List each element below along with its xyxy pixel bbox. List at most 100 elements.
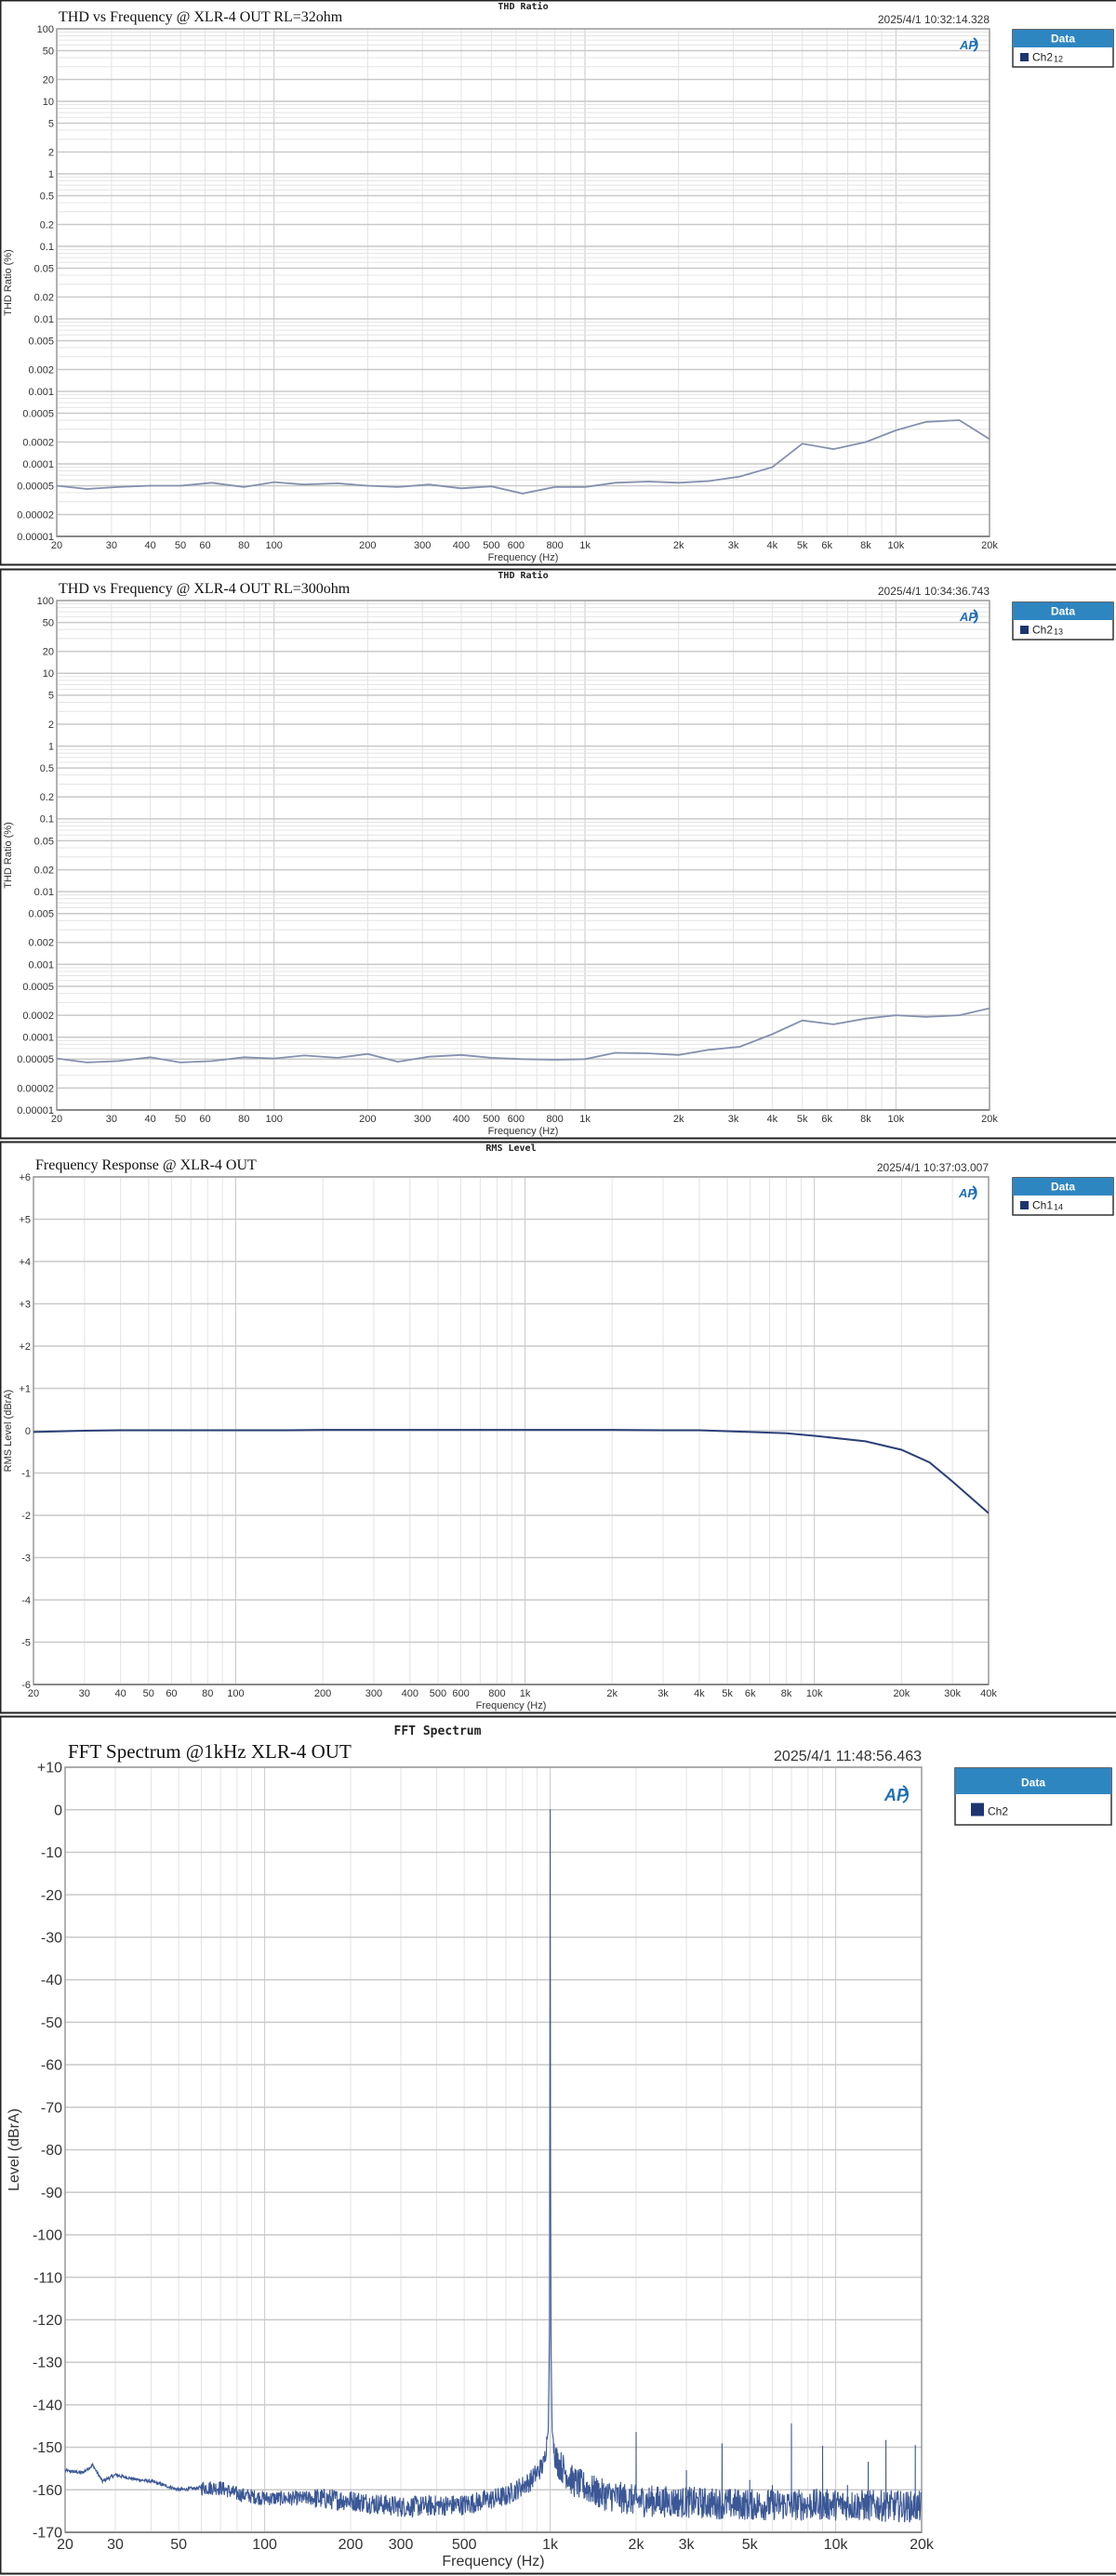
- y-tick-label: 0: [54, 1803, 62, 1818]
- harmonic-peak: [821, 2446, 824, 2448]
- legend-title: Data: [1021, 1777, 1045, 1790]
- ap-logo-text: AP: [959, 38, 976, 52]
- y-tick-label: 50: [43, 617, 54, 628]
- legend-entry: Ch2: [1032, 51, 1053, 64]
- y-axis-label: THD Ratio (%): [3, 822, 14, 889]
- y-tick-label: -3: [21, 1552, 31, 1564]
- harmonic-peak: [749, 2479, 751, 2481]
- x-tick-label: 1k: [579, 1114, 591, 1125]
- chart-frame: [0, 1141, 1116, 1714]
- x-tick-label: 100: [227, 1688, 244, 1699]
- x-tick-label: 500: [452, 2537, 477, 2553]
- y-tick-label: 0.00001: [17, 532, 54, 543]
- x-tick-label: 400: [402, 1688, 418, 1699]
- x-axis-label: Frequency (Hz): [488, 552, 559, 563]
- measurement-name: THD Ratio: [498, 570, 548, 581]
- x-axis-label: Frequency (Hz): [488, 1126, 559, 1137]
- x-tick-label: 3k: [658, 1688, 669, 1699]
- y-tick-label: -50: [41, 2015, 62, 2031]
- x-tick-label: 4k: [766, 1114, 777, 1125]
- x-tick-label: 30: [107, 2537, 124, 2553]
- x-tick-label: 60: [166, 1688, 177, 1699]
- x-tick-label: 1k: [542, 2537, 559, 2553]
- y-tick-label: +2: [19, 1341, 31, 1353]
- ap-logo-text: AP: [884, 1786, 909, 1804]
- y-tick-label: 0.0001: [22, 1033, 54, 1044]
- legend-entry-index: 12: [1054, 55, 1063, 64]
- x-tick-label: 8k: [860, 540, 871, 551]
- ap-logo: AP: [959, 609, 978, 624]
- x-tick-label: 20: [51, 1114, 62, 1125]
- y-tick-label: 0.001: [28, 387, 54, 398]
- y-tick-label: -170: [33, 2526, 62, 2542]
- legend-header: [1013, 1178, 1113, 1196]
- y-tick-label: 100: [37, 596, 54, 607]
- y-tick-label: 0.00005: [17, 481, 54, 492]
- x-tick-label: 50: [143, 1688, 154, 1699]
- y-tick-label: -1: [21, 1468, 31, 1479]
- chart-1: 100 50 20 10 5 2 1 0.5 0.2 0.1 0.05 0.02 0.01 0.005 0.…: [0, 0, 1116, 566]
- y-tick-label: +10: [37, 1761, 62, 1777]
- chart-3: +6 +5 +4 +3 +2 +1 0 -1 -2 -3 -4 -5 -620 30 40 50 60 80 100…: [0, 1141, 1116, 1714]
- y-tick-label: 0.0002: [22, 437, 54, 448]
- y-tick-label: 0.2: [40, 792, 54, 803]
- x-tick-label: 1k: [579, 540, 591, 551]
- ap-logo: AP: [958, 1185, 977, 1200]
- y-tick-label: 20: [43, 74, 54, 86]
- x-tick-label: 2k: [606, 1688, 618, 1699]
- x-tick-label: 800: [546, 1114, 563, 1125]
- y-tick-label: 0.00001: [17, 1105, 54, 1116]
- y-tick-label: -60: [41, 2058, 62, 2074]
- legend-entry: Ch1: [1032, 1199, 1053, 1212]
- x-tick-label: 80: [238, 540, 249, 551]
- legend: Data Ch2 13: [1012, 601, 1114, 641]
- ap-logo-arc: [902, 1785, 910, 1803]
- x-tick-label: 20: [51, 540, 62, 551]
- x-tick-label: 5k: [722, 1688, 733, 1699]
- y-tick-label: +6: [19, 1172, 31, 1183]
- y-tick-label: 20: [43, 647, 54, 658]
- y-tick-label: +5: [19, 1214, 31, 1225]
- x-tick-label: 4k: [766, 540, 777, 551]
- x-tick-label: 6k: [821, 540, 832, 551]
- x-tick-label: 30k: [944, 1688, 961, 1699]
- x-tick-label: 200: [359, 540, 376, 551]
- x-tick-label: 300: [414, 1114, 431, 1125]
- y-tick-label: 1: [48, 741, 54, 752]
- y-tick-label: -100: [33, 2228, 62, 2244]
- y-tick-label: 0.02: [34, 865, 54, 876]
- x-tick-label: 40: [145, 540, 156, 551]
- y-tick-label: 100: [37, 24, 54, 35]
- harmonic-peak: [635, 2431, 637, 2434]
- harmonic-peak: [685, 2470, 687, 2472]
- x-tick-label: 800: [546, 540, 563, 551]
- x-tick-label: 20: [28, 1688, 39, 1699]
- x-tick-label: 10k: [887, 1114, 904, 1125]
- ap-logo-arc: [973, 37, 978, 52]
- y-tick-label: 0.2: [40, 219, 54, 231]
- legend: Data Ch1 14: [1012, 1177, 1114, 1216]
- x-tick-label: 800: [488, 1688, 505, 1699]
- x-tick-label: 20: [57, 2537, 73, 2553]
- chart-title: THD vs Frequency @ XLR-4 OUT RL=32ohm: [59, 9, 343, 25]
- y-tick-label: -4: [21, 1595, 31, 1606]
- legend-swatch: [1020, 53, 1029, 61]
- y-tick-label: -160: [33, 2483, 62, 2499]
- chart-4: +10 0 -10 -20 -30 -40 -50 -60 -70 -80 -90 -100 -110 -…: [0, 1715, 1116, 2575]
- ap-logo: AP: [884, 1785, 910, 1804]
- x-tick-label: 40: [115, 1688, 126, 1699]
- chart-frame: [0, 1715, 1116, 2575]
- harmonic-peak: [721, 2443, 724, 2445]
- x-tick-label: 5k: [797, 1114, 808, 1125]
- x-axis-label: Frequency (Hz): [476, 1700, 547, 1711]
- legend-header: [1013, 602, 1113, 620]
- x-tick-label: 20k: [981, 540, 998, 551]
- x-tick-label: 6k: [821, 1114, 832, 1125]
- legend-swatch: [1020, 1201, 1029, 1209]
- y-tick-label: -70: [41, 2100, 62, 2116]
- y-tick-label: -80: [41, 2143, 62, 2159]
- y-tick-label: 0.5: [40, 763, 54, 774]
- x-axis-label: Frequency (Hz): [442, 2554, 544, 2569]
- x-tick-label: 40: [145, 1114, 156, 1125]
